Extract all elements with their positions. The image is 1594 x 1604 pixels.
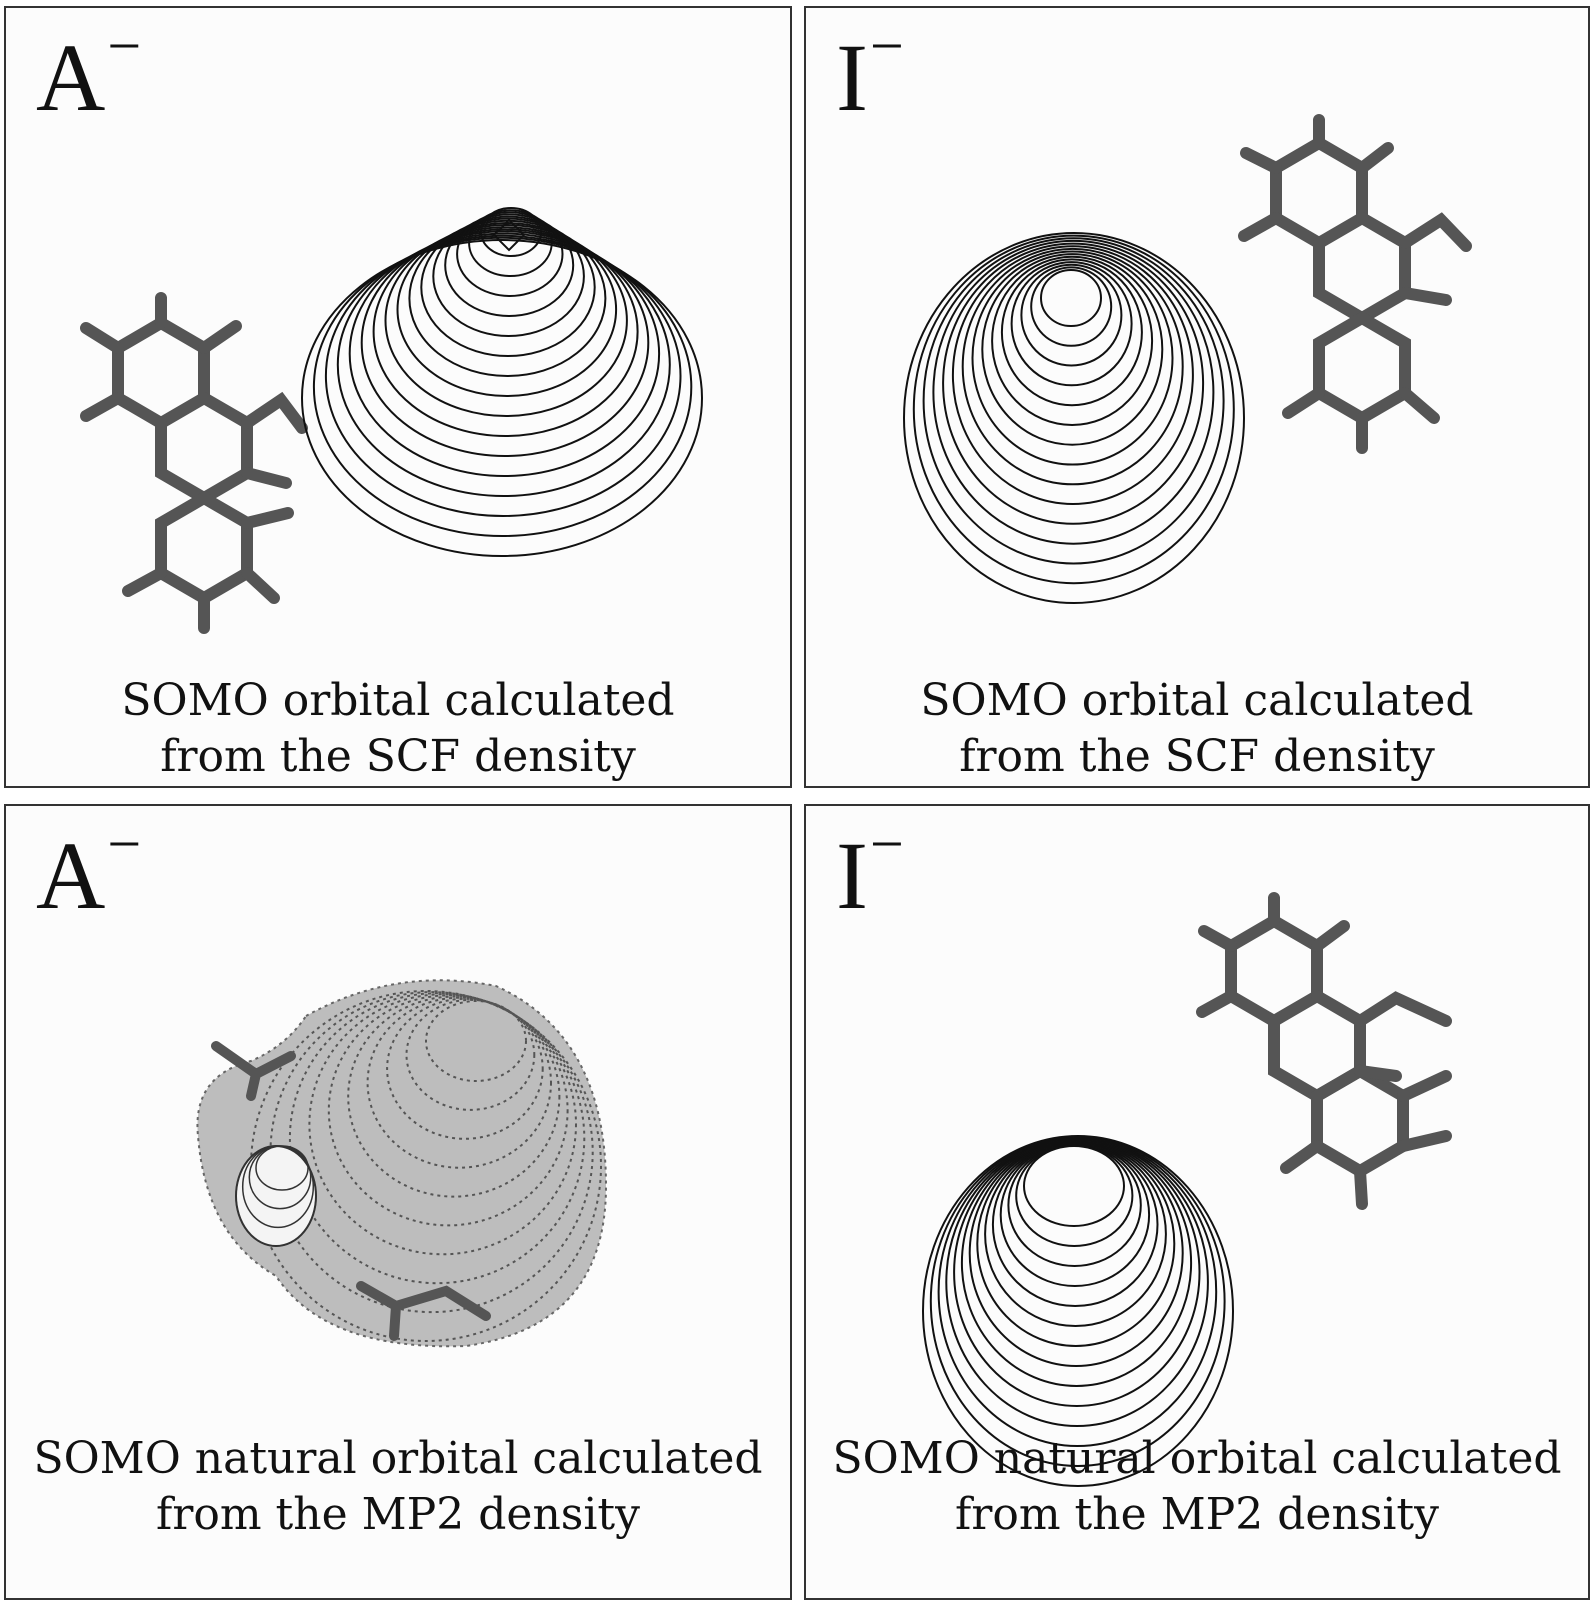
contour-line: [288, 992, 586, 1285]
charge-sign: −: [869, 13, 904, 79]
charge-sign: −: [107, 13, 142, 79]
contour-line: [348, 230, 661, 478]
molecule-structure: [80, 292, 308, 634]
contour-line: [971, 250, 1174, 466]
orbital-lobe: [903, 232, 1245, 604]
caption-line: SOMO orbital calculated: [920, 675, 1474, 726]
panel-caption: SOMO natural orbital calculated from the…: [6, 1431, 790, 1543]
contour-line: [336, 232, 671, 497]
molecule-structure: [1196, 892, 1452, 1210]
contour-line: [951, 245, 1194, 505]
shaded-orbital-lobe: [196, 979, 608, 1348]
panel-label: I−: [836, 13, 904, 131]
panel-caption: SOMO orbital calculated from the SCF den…: [6, 673, 790, 785]
orbital-diagram: [196, 979, 608, 1348]
contour-line: [942, 242, 1205, 525]
contour-line: [991, 255, 1154, 426]
contour-line: [255, 1145, 309, 1191]
contour-line: [1020, 263, 1123, 367]
contour-line: [1007, 1143, 1142, 1268]
contour-line: [324, 234, 682, 517]
contour-line: [937, 1136, 1218, 1447]
panel-label: A−: [36, 811, 142, 929]
contour-line: [327, 994, 569, 1227]
contour-line: [372, 226, 639, 438]
molecule-structure: [211, 1041, 491, 1341]
contour-line: [968, 1139, 1184, 1367]
contour-center: [492, 218, 526, 252]
contour-line: [1040, 269, 1102, 327]
contour-line: [480, 207, 542, 257]
small-orbital-lobe: [235, 1145, 317, 1247]
caption-line: from the SCF density: [160, 731, 636, 782]
contour-line: [444, 213, 575, 318]
contour-line: [960, 1138, 1193, 1387]
orbital-diagram: [922, 892, 1452, 1487]
contour-line: [922, 237, 1225, 565]
caption-line: SOMO orbital calculated: [121, 675, 675, 726]
contour-line: [981, 253, 1164, 446]
contour-line: [1015, 1144, 1134, 1248]
panel-caption: SOMO natural orbital calculated from the…: [806, 1431, 1588, 1543]
contour-line: [420, 217, 596, 357]
contour-line: [366, 996, 552, 1169]
contour-line: [360, 228, 650, 458]
contour-line: [1030, 266, 1113, 347]
contour-line: [932, 239, 1215, 545]
contour-line: [384, 224, 628, 417]
charge-sign: −: [869, 811, 904, 877]
caption-line: from the MP2 density: [156, 1489, 640, 1540]
contour-line: [301, 239, 703, 557]
contour-line: [312, 236, 693, 537]
caption-line: from the MP2 density: [955, 1489, 1439, 1540]
contour-line: [386, 997, 544, 1140]
orbital-lobe: [922, 1135, 1234, 1487]
panel-i-mp2: I− SOMO natural orbital calculated from …: [804, 804, 1590, 1600]
molecule-structure: [1238, 114, 1472, 454]
orbital-lobe: [301, 207, 703, 557]
contour-line: [1000, 258, 1143, 407]
caption-line: from the SCF density: [959, 731, 1435, 782]
panel-label: I−: [836, 811, 904, 929]
contour-line: [1010, 261, 1133, 387]
contour-line: [984, 1141, 1167, 1328]
contour-line: [432, 215, 585, 337]
charge-sign: −: [107, 811, 142, 877]
contour-line: [456, 211, 564, 298]
orbital-diagram: [903, 114, 1472, 604]
contour-line: [425, 1000, 527, 1082]
caption-line: SOMO natural orbital calculated: [33, 1433, 763, 1484]
contour-line: [903, 232, 1245, 604]
contour-line: [308, 993, 578, 1256]
panel-i-scf: I− SOMO orbital calculated from the SCF …: [804, 6, 1590, 788]
panel-caption: SOMO orbital calculated from the SCF den…: [806, 673, 1588, 785]
contour-line: [250, 990, 602, 1342]
contour-line: [468, 209, 553, 278]
panel-label: A−: [36, 13, 142, 131]
panel-a-scf: A− SOMO orbital calculated from the SCF …: [4, 6, 792, 788]
contour-line: [999, 1142, 1151, 1287]
contour-line: [961, 247, 1184, 486]
orbital-diagram: [80, 207, 703, 634]
contour-line: [347, 995, 561, 1198]
panel-a-mp2: A− SOMO natural orbital calculated from …: [4, 804, 792, 1600]
caption-line: SOMO natural orbital calculated: [832, 1433, 1562, 1484]
contour-line: [1023, 1145, 1125, 1227]
contour-line: [991, 1142, 1159, 1307]
contour-line: [405, 998, 536, 1111]
contour-line: [929, 1135, 1226, 1467]
contour-line: [912, 234, 1235, 585]
